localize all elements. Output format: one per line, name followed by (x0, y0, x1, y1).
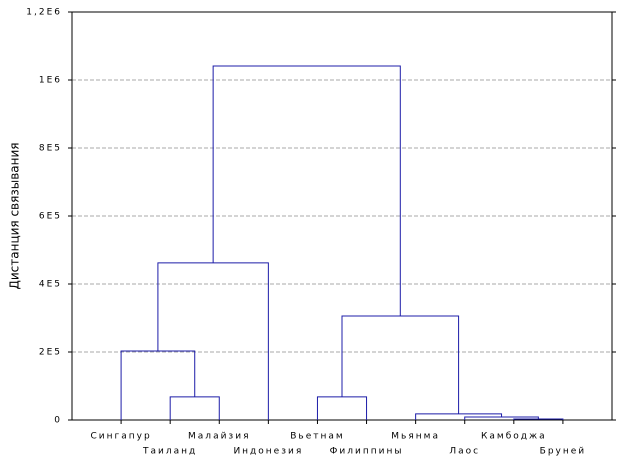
y-tick-label: 1,2E6 (26, 8, 62, 18)
y-tick-label: 0 (54, 416, 62, 426)
plot-frame (71, 11, 613, 421)
leaf-label: Индонезия (233, 447, 303, 457)
y-axis-label: Дистанция связывания (8, 143, 22, 290)
y-tick-label: 4E5 (39, 280, 62, 290)
y-tick-label: 1E6 (39, 76, 62, 86)
y-tick-label: 2E5 (39, 348, 62, 358)
leaf-label: Мьянма (391, 432, 440, 442)
leaf-label: Филиппины (330, 447, 404, 457)
leaf-label: Вьетнам (290, 432, 344, 442)
leaf-label: Малайзия (188, 432, 250, 442)
leaf-label: Бруней (540, 447, 586, 457)
leaf-label: Таиланд (142, 447, 197, 457)
y-tick-label: 8E5 (39, 144, 62, 154)
y-tick-label: 6E5 (39, 212, 62, 222)
leaf-label: Сингапур (90, 432, 151, 442)
link (212, 65, 401, 316)
leaf-label: Лаос (449, 447, 480, 457)
leaf-label: Камбоджа (481, 432, 547, 442)
